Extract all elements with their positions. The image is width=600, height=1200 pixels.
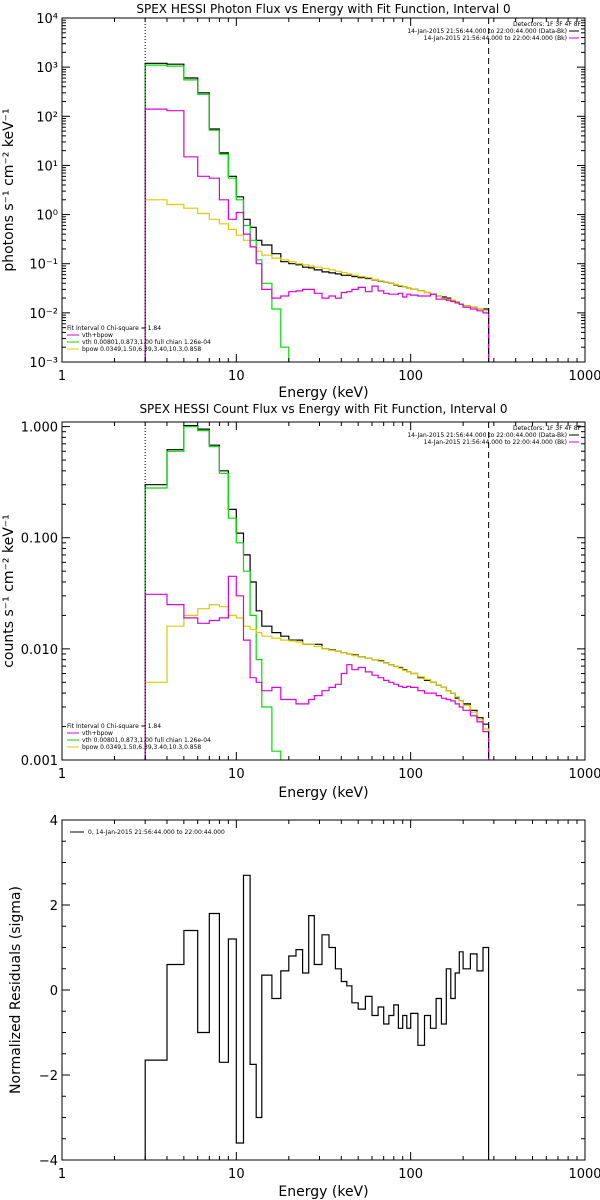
x-axis-label: Energy (keV) [278, 385, 368, 401]
series-line-4 [144, 108, 490, 362]
series-group [144, 425, 490, 760]
x-tick-label: 100 [398, 767, 423, 782]
y-tick-label: 0.100 [21, 532, 58, 547]
legend-fit-entry: bpow 0.0349,1.50,6.39,3.40,10.3,0.858 [82, 744, 201, 751]
y-tick-label: 1.000 [21, 421, 58, 436]
y-tick-label: 10¹ [36, 159, 58, 174]
legend-fit-entry: bpow 0.0349,1.50,6.39,3.40,10.3,0.858 [82, 346, 201, 353]
x-tick-label: 100 [398, 1167, 423, 1182]
x-tick-label: 1000 [568, 369, 600, 384]
legend-top-entry: 14-Jan-2015 21:56:44.000 to 22:00:44.000… [407, 432, 567, 439]
x-tick-label: 1 [58, 767, 66, 782]
legend-fit-entry: Fit Interval 0 Chi-square = 1.84 [67, 325, 161, 332]
series-line-2 [144, 64, 290, 362]
y-tick-label: −4 [39, 1154, 58, 1169]
legend-fit-entry: vth+bpow [82, 730, 113, 737]
x-tick-label: 10 [228, 767, 245, 782]
y-tick-label: 10⁻³ [29, 356, 58, 371]
y-tick-label: 10³ [36, 61, 58, 76]
series-group [144, 874, 490, 1160]
chart-panel-3: 1 10 100 1000 −4 −2 0 2 4 Energy (keV) Normalized … [8, 814, 600, 1200]
x-axis-label: Energy (keV) [278, 785, 368, 801]
legend-top-entry: Detectors: 1F 3F 4F 8F [513, 425, 582, 432]
x-tick-label: 10 [228, 369, 245, 384]
y-tick-label: 10⁰ [36, 209, 58, 224]
y-tick-label: 2 [50, 899, 58, 914]
y-tick-label: 10⁴ [36, 12, 58, 27]
chart-title: SPEX HESSI Count Flux vs Energy with Fit… [139, 402, 507, 416]
legend-top-entry: Detectors: 1F 3F 4F 8F [513, 21, 582, 28]
legend-top-entry: 14-Jan-2015 21:56:44.000 to 22:00:44.000… [407, 28, 567, 35]
x-tick-label: 1000 [568, 1167, 600, 1182]
chart-title: SPEX HESSI Photon Flux vs Energy with Fi… [136, 2, 510, 16]
x-tick-label: 100 [398, 369, 423, 384]
plot-frame [61, 421, 586, 761]
x-tick-label: 10 [228, 1167, 245, 1182]
x-tick-label: 1000 [568, 767, 600, 782]
x-tick-label: 1 [58, 1167, 66, 1182]
y-axis-label: Normalized Residuals (sigma) [8, 886, 24, 1094]
series-group [144, 62, 490, 362]
y-tick-label: 0.010 [21, 643, 58, 658]
series-line-1 [144, 62, 490, 362]
y-tick-label: 0.001 [21, 754, 58, 769]
legend-fit-entry: vth 0.00801,0.873,1.00 full chian 1.26e-… [82, 339, 211, 346]
legend-top-entry: 14-Jan-2015 21:56:44.000 to 22:00:44.000… [424, 35, 567, 42]
y-tick-label: 4 [50, 814, 58, 829]
series-line-1 [144, 425, 490, 760]
chart-panel-1: 1 10 100 1000 10⁻³ 10⁻² 10⁻¹ 10⁰ 10¹ 10² 10³ 10⁴ SPE… [1, 2, 600, 401]
y-tick-label: 10² [36, 110, 58, 125]
y-tick-label: 0 [50, 984, 58, 999]
chart-panel-2: 1 10 100 1000 0.001 0.010 0.100 1.000 SPEX HESSI… [1, 402, 600, 801]
series-line-4 [144, 575, 490, 760]
series-line-2 [144, 426, 282, 760]
legend-fit-entry: vth+bpow [82, 332, 113, 339]
y-axis-label: photons s⁻¹ cm⁻² keV⁻¹ [1, 108, 17, 271]
legend-residuals-entry: 0, 14-Jan-2015 21:56:44.000 to 22:00:44.… [88, 829, 225, 836]
plot-frame [61, 17, 586, 363]
legend-fit-entry: Fit Interval 0 Chi-square = 1.84 [67, 723, 161, 730]
y-axis-label: counts s⁻¹ cm⁻² keV⁻¹ [1, 514, 17, 668]
legend-top-entry: 14-Jan-2015 21:56:44.000 to 22:00:44.000… [424, 439, 567, 446]
y-tick-label: 10⁻¹ [29, 258, 58, 273]
series-line-1 [144, 874, 490, 1160]
y-tick-label: −2 [39, 1069, 58, 1084]
y-tick-label: 10⁻² [29, 307, 58, 322]
x-axis-label: Energy (keV) [278, 1184, 368, 1200]
plot-frame [61, 819, 586, 1161]
x-tick-label: 1 [58, 369, 66, 384]
legend-fit-entry: vth 0.00801,0.873,1.00 full chian 1.26e-… [82, 737, 211, 744]
